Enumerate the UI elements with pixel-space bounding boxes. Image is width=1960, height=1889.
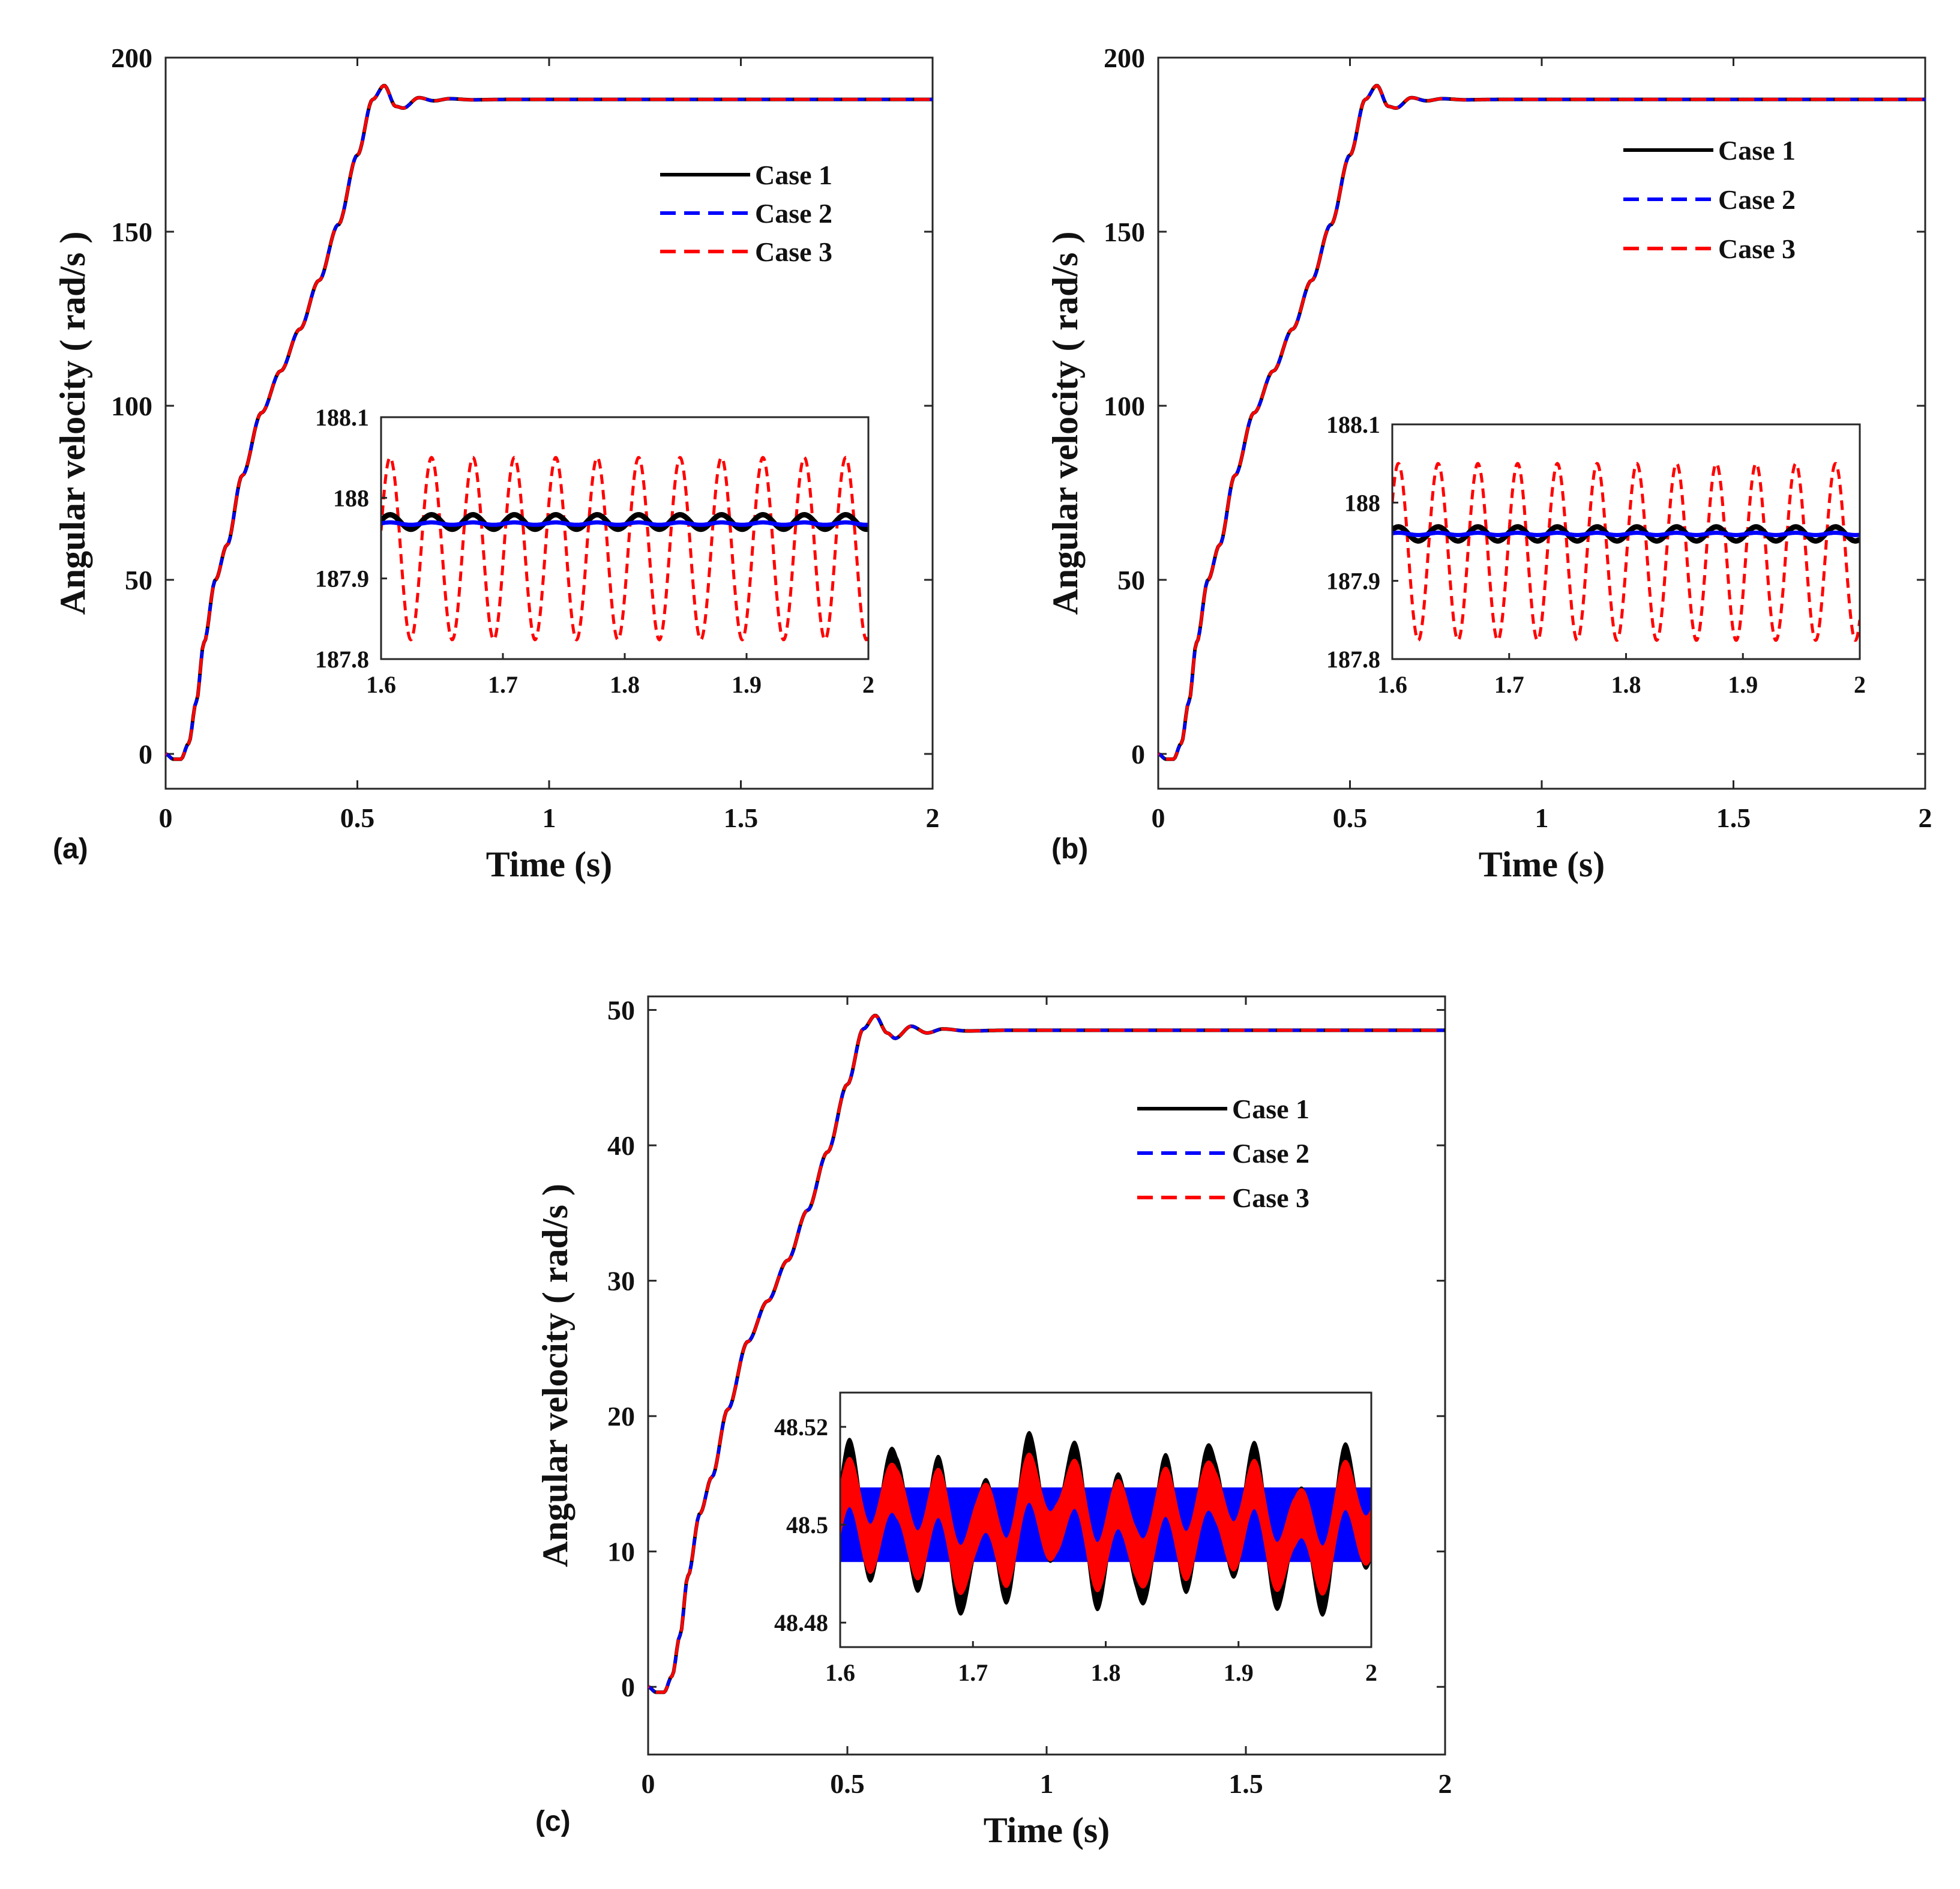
y-axis-label: Angular velocity ( rad/s ) [1045,232,1085,615]
inset-y-tick-label: 188 [333,484,369,511]
x-tick-label: 0 [159,803,173,833]
y-tick-label: 40 [607,1130,635,1161]
x-tick-label: 2 [926,803,940,833]
inset-x-tick-label: 1.7 [488,671,518,698]
y-tick-label: 0 [621,1672,635,1702]
inset-y-tick-label: 48.48 [774,1609,828,1636]
y-tick-label: 100 [1104,391,1145,421]
inset-y-tick-label: 187.8 [315,646,369,673]
inset-x-tick-label: 1.7 [1494,671,1524,698]
inset-x-tick-label: 1.9 [732,671,762,698]
y-tick-label: 50 [607,995,635,1026]
inset-background [1392,424,1860,659]
x-tick-label: 1 [1535,803,1549,833]
y-tick-label: 20 [607,1401,635,1432]
legend-label-case-1: Case 1 [1718,135,1796,166]
x-tick-label: 2 [1438,1768,1452,1799]
inset-band-case-3 [840,1452,1371,1596]
legend-label-case-1: Case 1 [1232,1094,1309,1124]
x-tick-label: 1 [543,803,556,833]
y-tick-label: 150 [1104,217,1145,247]
inset-y-tick-label: 187.8 [1326,646,1380,673]
x-tick-label: 0.5 [830,1768,865,1799]
x-tick-label: 0 [642,1768,655,1799]
chart-panel-a: 0 0.5 1 1.5 2 0 50 100 150 200 Time (s) Angular vel… [53,43,940,884]
inset-x-tick-label: 1.8 [1611,671,1641,698]
inset-x-tick-label: 1.9 [1728,671,1758,698]
x-tick-label: 0.5 [340,803,375,833]
inset-y-tick-label: 187.9 [1326,568,1380,595]
inset-y-tick-label: 188 [1344,489,1380,516]
inset-panel: 1.6 1.7 1.8 1.9 2 48.48 48.5 48.52 [774,1391,1377,1686]
inset-x-tick-label: 1.9 [1224,1659,1254,1686]
panel-label: (c) [535,1806,571,1837]
y-tick-label: 50 [1117,565,1145,595]
legend-label-case-3: Case 3 [1718,233,1796,264]
legend-label-case-2: Case 2 [755,198,832,229]
inset-y-tick-label: 188.1 [1326,411,1380,438]
series-line-case-3 [165,84,933,761]
inset-line-case-3 [381,456,868,642]
inset-x-tick-label: 2 [862,671,874,698]
inset-x-tick-label: 1.6 [825,1659,855,1686]
inset-x-tick-label: 1.8 [610,671,640,698]
series-line-case-3 [1158,84,1925,761]
inset-background [381,417,868,659]
inset-line-case-2 [381,520,868,527]
y-tick-label: 30 [607,1266,635,1297]
y-axis-label: Angular velocity ( rad/s ) [535,1184,575,1567]
x-tick-label: 0 [1152,803,1165,833]
x-tick-label: 1.5 [724,803,759,833]
y-tick-label: 150 [111,217,152,247]
inset-x-tick-label: 2 [1365,1659,1377,1686]
x-tick-label: 1.5 [1228,1768,1263,1799]
legend-label-case-1: Case 1 [755,160,832,190]
x-tick-label: 0.5 [1333,803,1368,833]
legend-label-case-2: Case 2 [1232,1138,1309,1169]
inset-x-tick-label: 1.8 [1091,1659,1121,1686]
inset-y-tick-label: 187.9 [315,565,369,592]
inset-panel: 1.6 1.7 1.8 1.9 2 187.8 187.9 188 188.1 [315,404,874,698]
inset-line-case-2 [1392,531,1860,537]
x-axis-label: Time (s) [984,1810,1110,1850]
inset-x-tick-label: 1.7 [958,1659,988,1686]
x-tick-label: 1 [1040,1768,1054,1799]
inset-panel: 1.6 1.7 1.8 1.9 2 187.8 187.9 188 188.1 [1326,411,1866,698]
inset-x-tick-label: 1.6 [366,671,396,698]
y-tick-label: 0 [139,739,152,770]
y-tick-label: 0 [1131,739,1145,770]
x-tick-label: 1.5 [1716,803,1751,833]
panel-label: (b) [1051,833,1088,865]
chart-panel-b: 0 0.5 1 1.5 2 0 50 100 150 200 Time (s) Angular vel… [1045,43,1932,884]
x-axis-label: Time (s) [486,845,613,884]
legend-label-case-3: Case 3 [755,237,832,267]
plot-area-frame [1157,56,1926,790]
y-tick-label: 200 [1104,43,1145,73]
x-tick-label: 2 [1919,803,1932,833]
inset-y-tick-label: 188.1 [315,404,369,431]
y-tick-label: 10 [607,1537,635,1567]
y-axis-label: Angular velocity ( rad/s ) [53,232,92,615]
inset-curves [381,456,868,642]
legend-label-case-3: Case 3 [1232,1183,1309,1213]
inset-curves [840,1430,1371,1617]
panel-label: (a) [53,833,88,865]
y-tick-label: 100 [111,391,152,421]
inset-x-tick-label: 2 [1854,671,1866,698]
y-tick-label: 50 [125,565,152,595]
series-line-case-3 [648,1014,1445,1694]
legend-label-case-2: Case 2 [1718,184,1796,215]
inset-y-tick-label: 48.52 [774,1414,828,1441]
inset-y-tick-label: 48.5 [786,1511,828,1538]
x-axis-label: Time (s) [1479,845,1605,884]
inset-x-tick-label: 1.6 [1377,671,1407,698]
y-tick-label: 200 [111,43,152,73]
inset-curves [1392,462,1860,642]
inset-line-case-3 [1392,462,1860,642]
